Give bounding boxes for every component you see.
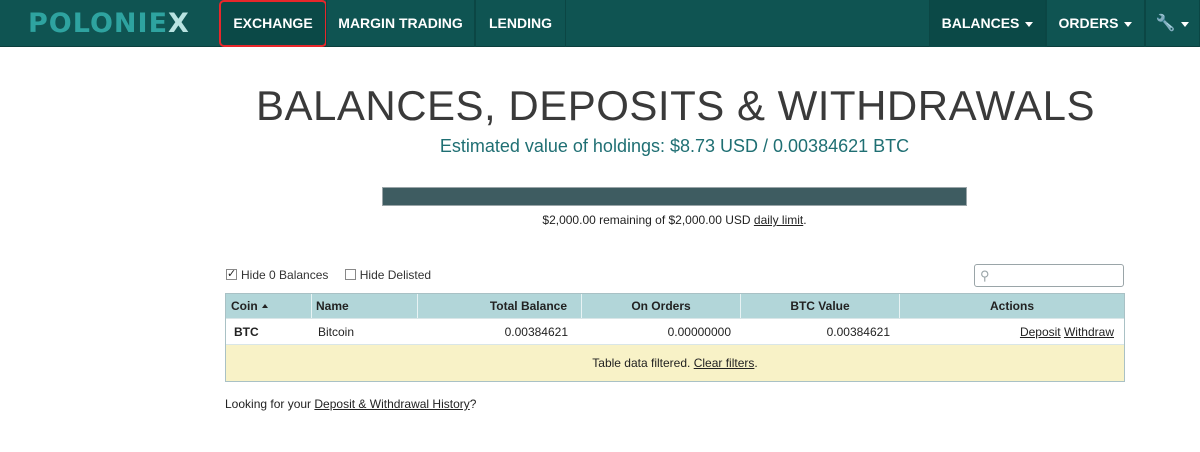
hide-delisted-checkbox[interactable] (344, 269, 356, 280)
daily-limit-link[interactable]: daily limit (753, 213, 804, 227)
row-name: Bitcoin (318, 325, 355, 339)
page-title: BALANCES, DEPOSITS & WITHDRAWALS (255, 82, 1096, 129)
table-row: BTC Bitcoin 0.00384621 0.00000000 0.0038… (226, 318, 1124, 344)
row-btc-value: 0.00384621 (826, 325, 890, 339)
history-prompt-end: ? (469, 397, 477, 411)
deposit-link[interactable]: Deposit (1019, 325, 1061, 339)
balance-filters: Hide 0 Balances Hide Delisted (226, 267, 444, 284)
estimated-holdings: Estimated value of holdings: $8.73 USD /… (439, 136, 910, 156)
table-filtered-end: . (754, 356, 758, 370)
nav-orders-label: ORDERS (1058, 15, 1119, 31)
daily-limit-text: $2,000.00 remaining of $2,000.00 USD dai… (0, 213, 1200, 227)
row-on-orders: 0.00000000 (667, 325, 731, 339)
search-icon: ⚲ (980, 268, 990, 283)
col-total-header[interactable]: Total Balance (418, 294, 582, 318)
row-actions: Deposit Withdraw (900, 319, 1124, 344)
col-orders-header[interactable]: On Orders (582, 294, 741, 318)
chevron-down-icon (1124, 21, 1133, 27)
history-prompt: Looking for your Deposit & Withdrawal Hi… (225, 397, 476, 411)
chevron-down-icon (1025, 21, 1034, 27)
nav-margin-trading[interactable]: MARGIN TRADING (326, 0, 475, 47)
row-total-balance: 0.00384621 (504, 325, 568, 339)
col-name-header[interactable]: Name (312, 294, 418, 318)
hide-zero-balances-filter[interactable]: Hide 0 Balances (226, 267, 329, 282)
col-coin-label: Coin (231, 299, 258, 313)
deposit-withdrawal-history-link[interactable]: Deposit & Withdrawal History (314, 397, 470, 411)
nav-lending[interactable]: LENDING (475, 0, 566, 47)
hide-delisted-label: Hide Delisted (359, 268, 432, 282)
daily-limit-remaining: $2,000.00 remaining of $2,000.00 USD (542, 213, 754, 227)
daily-limit-end: . (803, 213, 807, 227)
col-coin-header[interactable]: Coin (226, 294, 312, 318)
nav-balances-label: BALANCES (941, 15, 1020, 31)
sort-up-icon (261, 304, 268, 308)
chevron-down-icon (1181, 21, 1190, 27)
withdraw-link[interactable]: Withdraw (1063, 325, 1114, 339)
row-coin: BTC (234, 325, 259, 339)
nav-tools[interactable]: 🔧 (1145, 0, 1200, 47)
table-filtered-text: Table data filtered. (592, 356, 694, 370)
hide-zero-balances-label: Hide 0 Balances (241, 268, 329, 282)
history-prompt-text: Looking for your (225, 397, 315, 411)
table-filtered-notice: Table data filtered. Clear filters. (226, 344, 1124, 381)
nav-exchange[interactable]: EXCHANGE (233, 15, 313, 31)
poloniex-logo[interactable]: POLONIEX (28, 8, 190, 39)
col-actions-header: Actions (989, 299, 1034, 313)
exchange-highlight (219, 0, 327, 47)
daily-limit-fill (383, 188, 966, 205)
col-btc-header[interactable]: BTC Value (741, 294, 900, 318)
top-nav: POLONIEX EXCHANGE MARGIN TRADING LENDING… (0, 0, 1200, 47)
hide-delisted-filter[interactable]: Hide Delisted (344, 268, 432, 282)
nav-orders[interactable]: ORDERS (1046, 0, 1145, 47)
wrench-icon: 🔧 (1155, 15, 1176, 32)
hide-zero-balances-checkbox[interactable] (226, 267, 237, 280)
nav-balances[interactable]: BALANCES (929, 0, 1046, 47)
table-header: Coin Name Total Balance On Orders BTC Va… (226, 294, 1124, 318)
daily-limit-bar (382, 187, 967, 206)
balances-table: Coin Name Total Balance On Orders BTC Va… (225, 293, 1125, 382)
search-input[interactable]: ⚲ (974, 264, 1124, 287)
clear-filters-link[interactable]: Clear filters (693, 356, 755, 370)
